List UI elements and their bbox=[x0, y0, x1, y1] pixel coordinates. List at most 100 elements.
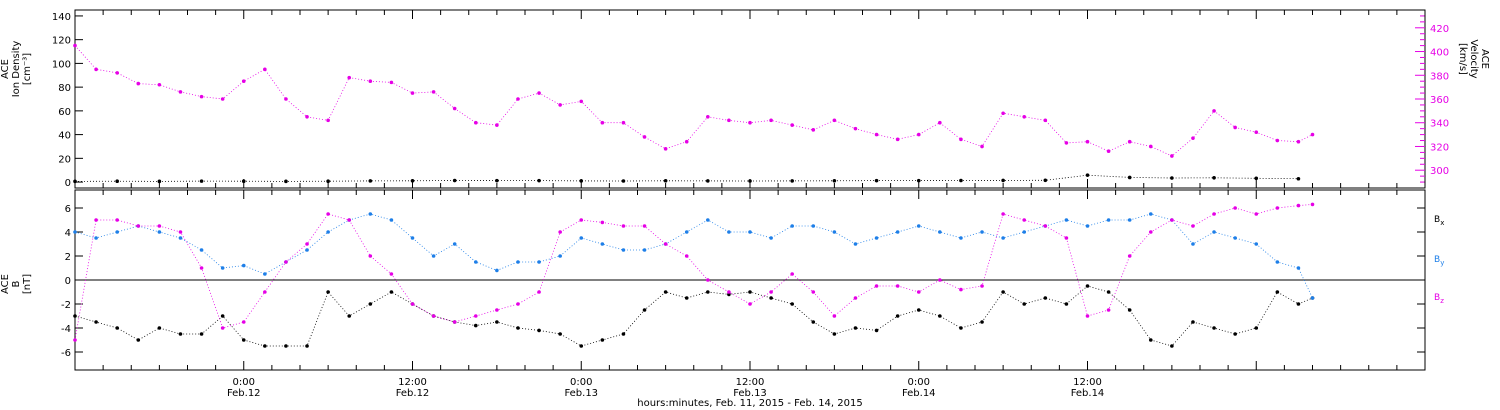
ion-density-point bbox=[1254, 176, 1259, 181]
bz-point bbox=[263, 290, 267, 294]
bx-series bbox=[73, 284, 1315, 348]
solar-wind-velocity-point bbox=[895, 137, 900, 142]
bx-point bbox=[157, 326, 162, 330]
solar-wind-velocity-point bbox=[516, 97, 520, 101]
time-tick-date: Feb.13 bbox=[733, 388, 767, 399]
solar-wind-velocity-point bbox=[473, 120, 478, 125]
field-axis-label: ACEB[nT] bbox=[0, 274, 33, 294]
bx-point bbox=[684, 296, 689, 300]
ion-density-point bbox=[1127, 175, 1132, 180]
by-point bbox=[1022, 230, 1027, 234]
time-tick-time: 0:00 bbox=[570, 377, 592, 388]
ion-density-trace bbox=[74, 174, 1299, 182]
by-point bbox=[769, 236, 773, 240]
bz-point bbox=[727, 290, 731, 294]
density-tick-label: 140 bbox=[52, 12, 71, 23]
bx-point bbox=[1296, 302, 1301, 306]
legend-sub: y bbox=[1440, 259, 1444, 267]
bz-point bbox=[368, 254, 373, 258]
field-tick-label: -4 bbox=[61, 324, 71, 335]
solar-wind-velocity-point bbox=[1127, 139, 1132, 144]
legend-sub: z bbox=[1440, 297, 1444, 305]
panel1-frame bbox=[74, 9, 1426, 189]
solar-wind-velocity-point bbox=[959, 137, 963, 142]
time-tick-date: Feb.14 bbox=[902, 388, 936, 399]
legend-base: B bbox=[1434, 255, 1440, 265]
bx-point bbox=[1191, 320, 1195, 324]
bx-point bbox=[790, 302, 794, 306]
by-trace bbox=[74, 213, 1313, 299]
by-point bbox=[326, 230, 330, 234]
ion-density-point bbox=[1296, 176, 1301, 181]
bx-point bbox=[558, 332, 562, 336]
density-tick-label: 80 bbox=[58, 83, 71, 94]
legend-entry-z: Bz bbox=[1434, 293, 1444, 305]
solar-wind-velocity-point bbox=[832, 118, 837, 123]
density-axis-label: ACEIon Density[cm⁻³] bbox=[0, 41, 33, 98]
solar-wind-velocity-point bbox=[874, 132, 879, 137]
solar-wind-velocity-point bbox=[347, 75, 352, 80]
bx-point bbox=[853, 326, 858, 330]
bz-point bbox=[1127, 254, 1132, 258]
by-point bbox=[1001, 236, 1005, 240]
ion-density-point bbox=[706, 179, 710, 183]
time-tick-time: 12:00 bbox=[398, 377, 427, 388]
time-tick-time: 0:00 bbox=[233, 377, 255, 388]
bz-point bbox=[1275, 206, 1280, 210]
solar-wind-velocity-point bbox=[790, 123, 794, 127]
bx-point bbox=[663, 290, 668, 294]
density-axis-label-line: ACE bbox=[0, 59, 11, 79]
time-tick-date: Feb.12 bbox=[227, 388, 261, 399]
by-point bbox=[115, 230, 119, 234]
bz-point bbox=[748, 302, 752, 306]
velocity-tick-label: 360 bbox=[1430, 95, 1449, 106]
solar-wind-velocity-point bbox=[1296, 139, 1301, 144]
field-tick-label: -6 bbox=[61, 348, 71, 359]
bx-point bbox=[220, 314, 225, 318]
bz-point bbox=[157, 224, 162, 228]
by-point bbox=[938, 230, 942, 234]
bz-point bbox=[1085, 314, 1090, 318]
bz-point bbox=[220, 326, 225, 330]
legend-sub: x bbox=[1440, 219, 1444, 227]
by-point bbox=[1212, 230, 1216, 234]
density-tick-label: 100 bbox=[52, 59, 71, 70]
bz-series bbox=[73, 202, 1315, 342]
ion-density-point bbox=[1043, 178, 1048, 183]
by-point bbox=[790, 224, 794, 228]
time-axis: 0:00Feb.1212:00Feb.120:00Feb.1312:00Feb.… bbox=[74, 10, 1426, 399]
time-tick-time: 12:00 bbox=[1073, 377, 1102, 388]
solar-wind-velocity-point bbox=[1148, 144, 1153, 149]
bz-point bbox=[94, 218, 98, 222]
time-tick-date: Feb.14 bbox=[1071, 388, 1105, 399]
bx-point bbox=[1275, 290, 1280, 294]
bz-point bbox=[558, 230, 562, 234]
bx-point bbox=[284, 344, 288, 348]
field-tick-label: 4 bbox=[65, 228, 71, 239]
time-tick-time: 0:00 bbox=[908, 377, 930, 388]
by-point bbox=[748, 230, 752, 234]
velocity-tick-label: 340 bbox=[1430, 119, 1449, 130]
by-point bbox=[600, 242, 605, 246]
by-point bbox=[241, 263, 246, 268]
by-point bbox=[959, 236, 963, 240]
bz-point bbox=[136, 224, 141, 228]
bz-point bbox=[495, 308, 499, 312]
field-tick-label: 2 bbox=[65, 252, 71, 263]
solar-wind-velocity-point bbox=[136, 81, 141, 86]
bz-point bbox=[115, 218, 119, 222]
bz-point bbox=[1022, 218, 1027, 222]
field-axis-label-line: ACE bbox=[0, 274, 11, 294]
bz-point bbox=[938, 278, 942, 282]
by-point bbox=[727, 230, 731, 234]
time-tick-date: Feb.12 bbox=[396, 388, 430, 399]
bx-point bbox=[579, 344, 584, 348]
bx-point bbox=[1254, 326, 1259, 330]
by-point bbox=[895, 230, 900, 234]
velocity-tick-label: 320 bbox=[1430, 142, 1449, 153]
bx-point bbox=[389, 290, 394, 294]
bx-point bbox=[263, 344, 267, 348]
bz-point bbox=[347, 218, 352, 222]
bz-trace bbox=[74, 204, 1313, 341]
legend-base: B bbox=[1434, 293, 1440, 303]
